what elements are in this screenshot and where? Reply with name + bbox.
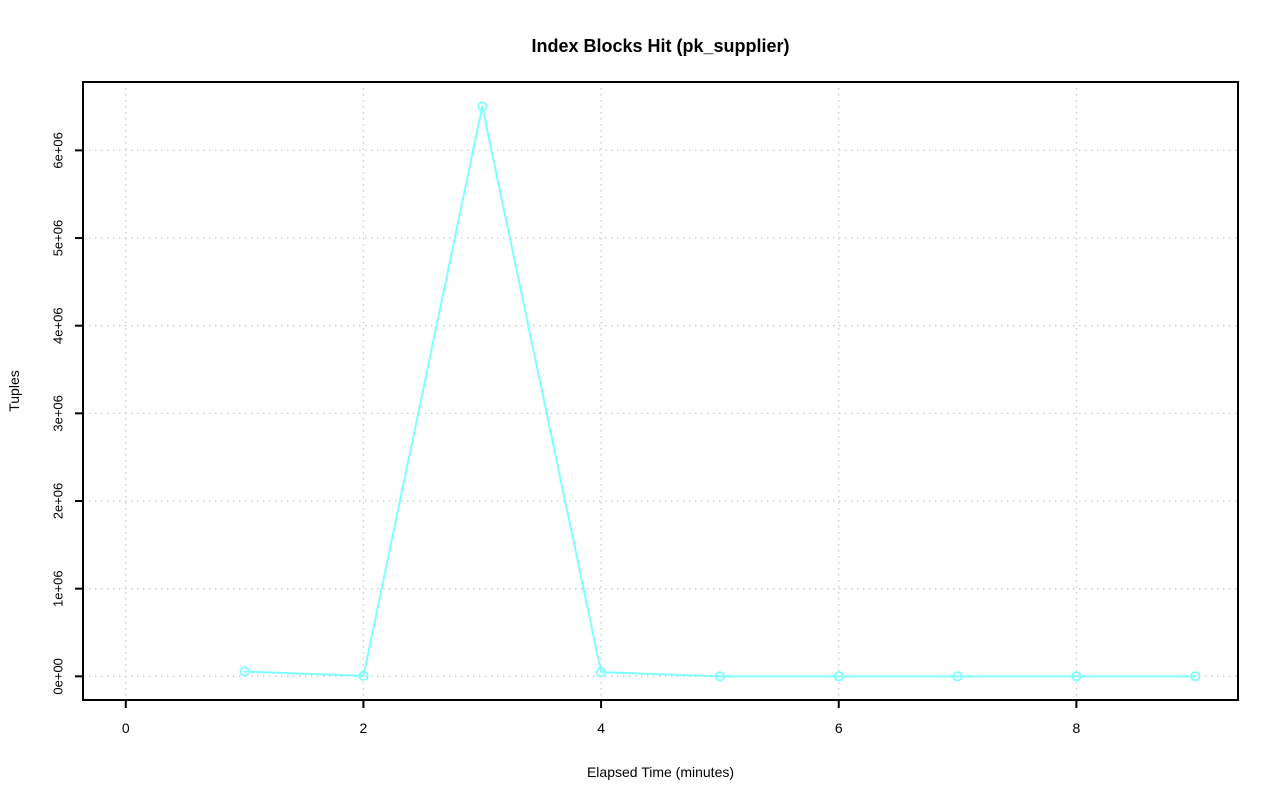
data-point	[239, 666, 250, 677]
y-tick-label: 1e+06	[51, 570, 66, 607]
y-tick-label: 0e+00	[51, 658, 66, 695]
x-tick-label: 2	[360, 720, 368, 736]
x-tick-label: 0	[122, 720, 130, 736]
data-point	[952, 671, 963, 682]
data-point	[595, 667, 607, 678]
data-point	[358, 670, 369, 681]
y-tick-label: 6e+06	[51, 132, 66, 169]
chart-title: Index Blocks Hit (pk_supplier)	[531, 36, 790, 56]
series-line	[243, 105, 1197, 678]
y-tick-label: 2e+06	[51, 483, 66, 520]
y-tick-label: 4e+06	[51, 307, 66, 344]
y-tick-label: 3e+06	[51, 395, 66, 432]
data-point	[1190, 671, 1201, 682]
plot-border	[82, 81, 1239, 701]
y-tick-label: 5e+06	[51, 220, 66, 257]
x-tick-label: 6	[835, 720, 843, 736]
data-point	[477, 101, 488, 112]
x-tick-label: 4	[597, 720, 605, 736]
data-point	[833, 671, 844, 682]
data-point	[1071, 671, 1082, 682]
data-point	[714, 671, 726, 682]
x-axis-label: Elapsed Time (minutes)	[586, 764, 735, 780]
x-tick-label: 8	[1072, 720, 1080, 736]
